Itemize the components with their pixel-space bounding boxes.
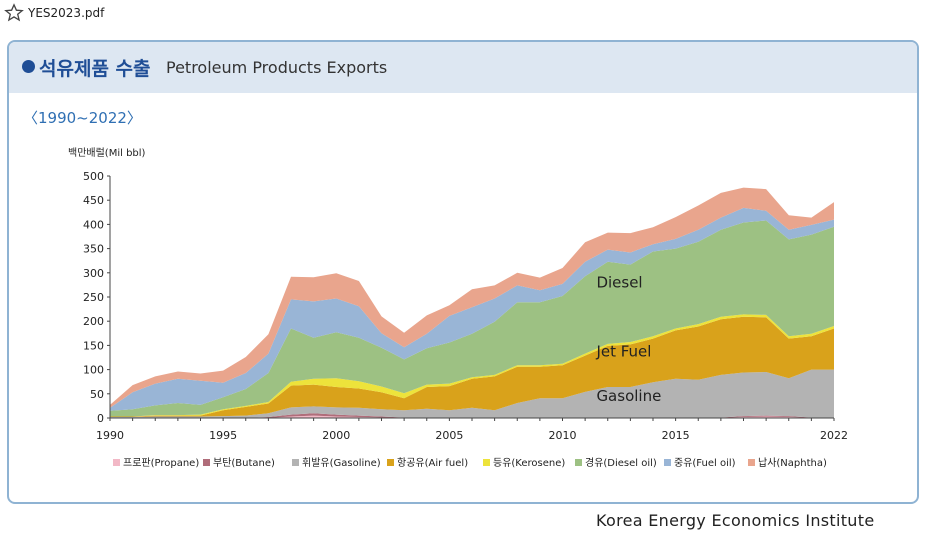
- y-tick-label: 300: [83, 267, 104, 280]
- series-area-2: [110, 369, 834, 418]
- legend-label: 부탄(Butane): [213, 457, 275, 469]
- y-tick-label: 0: [97, 412, 104, 425]
- legend-label: 등유(Kerosene): [493, 457, 565, 469]
- y-tick-label: 400: [83, 218, 104, 231]
- x-tick-label: 1990: [96, 429, 124, 442]
- series-area-5: [110, 220, 834, 417]
- y-tick-label: 450: [83, 194, 104, 207]
- y-tick-label: 50: [90, 388, 104, 401]
- legend-label: 경유(Diesel oil): [585, 456, 657, 469]
- file-title: YES2023.pdf: [28, 6, 105, 20]
- title-english: Petroleum Products Exports: [166, 58, 388, 77]
- legend-swatch: [203, 459, 210, 466]
- series-annotation: Jet Fuel: [595, 343, 651, 361]
- series-area-3: [110, 316, 834, 417]
- y-tick-label: 350: [83, 243, 104, 256]
- star-icon[interactable]: [4, 3, 24, 23]
- legend-swatch: [575, 459, 582, 466]
- y-tick-label: 200: [83, 315, 104, 328]
- legend-swatch: [113, 459, 120, 466]
- period-label: 〈1990~2022〉: [23, 109, 142, 127]
- legend-swatch: [664, 459, 671, 466]
- y-axis-title: 백만배럴(Mil bbl): [68, 146, 146, 159]
- y-tick-label: 150: [83, 339, 104, 352]
- title-korean: 석유제품 수출: [39, 58, 151, 80]
- y-tick-label: 100: [83, 364, 104, 377]
- legend-label: 휘발유(Gasoline): [302, 457, 381, 469]
- x-tick-label: 2000: [322, 429, 350, 442]
- x-tick-label: 2022: [820, 429, 848, 442]
- legend-label: 중유(Fuel oil): [674, 457, 736, 469]
- source-credit: Korea Energy Economics Institute: [596, 511, 875, 530]
- x-tick-label: 2010: [549, 429, 577, 442]
- series-area-7: [110, 187, 834, 408]
- series-area-0: [110, 415, 834, 418]
- legend-swatch: [387, 459, 394, 466]
- legend-label: 납사(Naphtha): [758, 457, 827, 469]
- legend-swatch: [748, 459, 755, 466]
- y-tick-label: 250: [83, 291, 104, 304]
- panel-header: 석유제품 수출 Petroleum Products Exports: [9, 42, 917, 93]
- x-tick-label: 2005: [435, 429, 463, 442]
- chart-panel: 석유제품 수출 Petroleum Products Exports 〈1990…: [7, 40, 919, 504]
- title-bar: YES2023.pdf: [0, 0, 925, 28]
- series-area-6: [110, 207, 834, 411]
- legend-label: 프로판(Propane): [123, 457, 199, 469]
- x-tick-label: 1995: [209, 429, 237, 442]
- x-tick-label: 2015: [662, 429, 690, 442]
- legend-swatch: [292, 459, 299, 466]
- series-annotation: Gasoline: [596, 387, 661, 405]
- bullet-icon: [22, 60, 35, 73]
- legend-label: 항공유(Air fuel): [397, 457, 468, 469]
- legend-swatch: [483, 459, 490, 466]
- y-tick-label: 500: [83, 170, 104, 183]
- series-annotation: Diesel: [596, 273, 642, 291]
